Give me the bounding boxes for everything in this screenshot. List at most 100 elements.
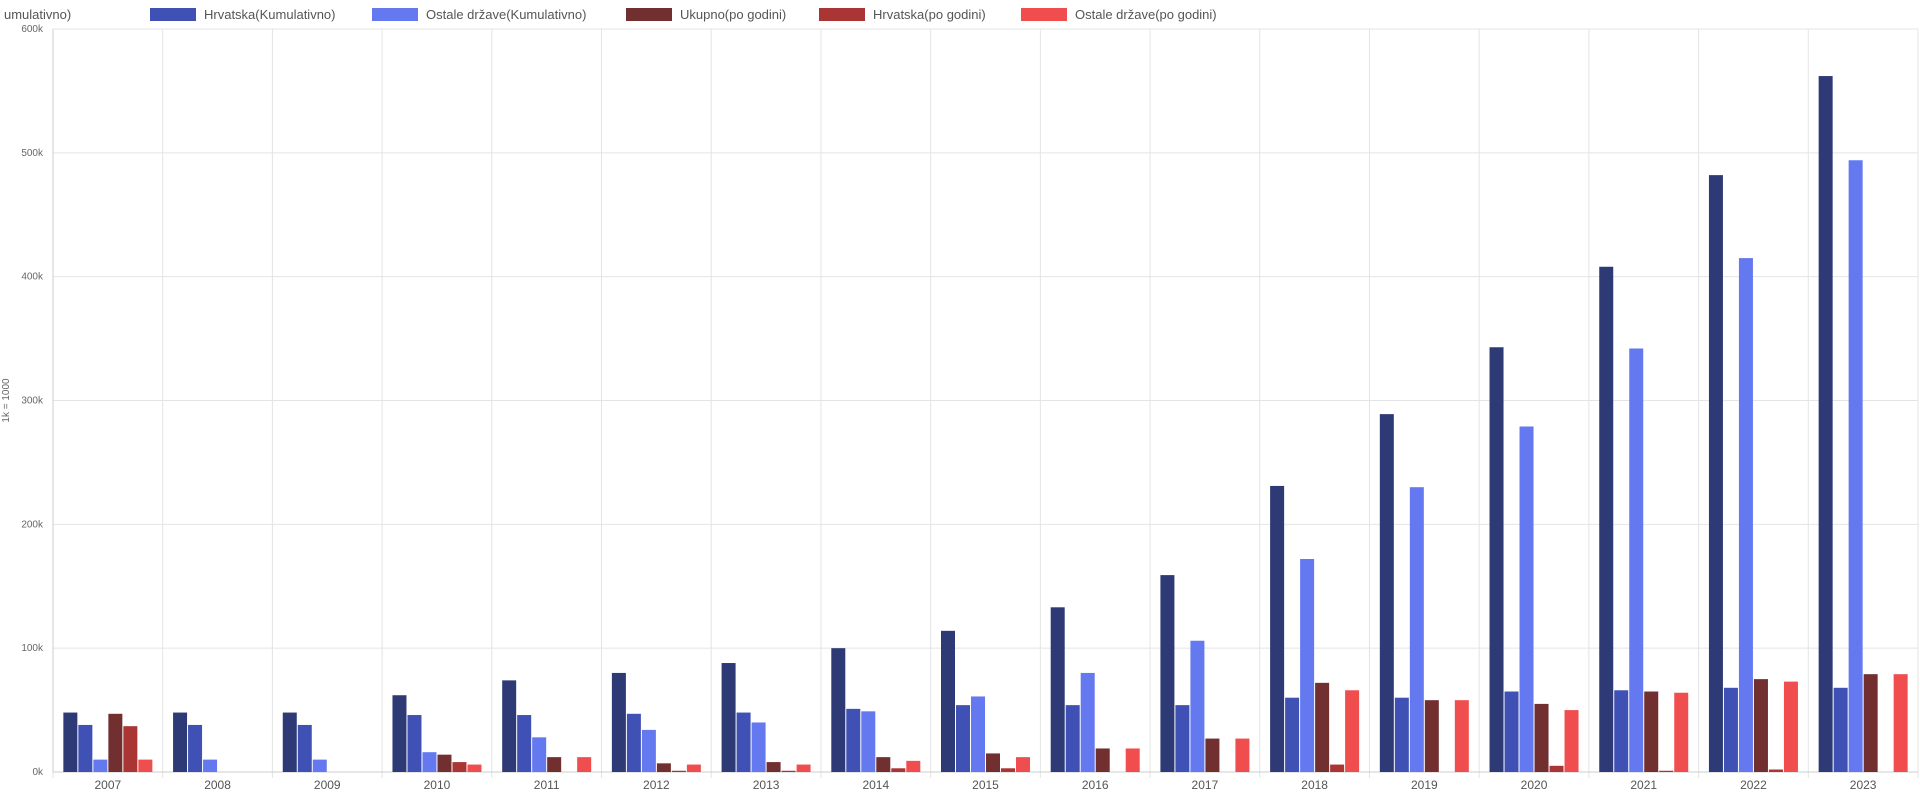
bar[interactable] bbox=[1379, 414, 1394, 772]
bar[interactable] bbox=[1175, 705, 1190, 772]
bar[interactable] bbox=[796, 764, 811, 772]
bar[interactable] bbox=[1549, 765, 1564, 772]
bar[interactable] bbox=[626, 713, 641, 772]
bar[interactable] bbox=[1016, 757, 1030, 772]
legend-item[interactable]: Hrvatska(po godini) bbox=[819, 6, 986, 22]
bar[interactable] bbox=[751, 722, 766, 772]
bar[interactable] bbox=[1065, 705, 1080, 772]
bar[interactable] bbox=[1454, 700, 1469, 772]
bar[interactable] bbox=[1424, 700, 1439, 772]
bar[interactable] bbox=[891, 768, 906, 772]
bar[interactable] bbox=[123, 726, 138, 772]
bar[interactable] bbox=[846, 708, 861, 772]
bar[interactable] bbox=[422, 752, 437, 772]
bar[interactable] bbox=[1768, 769, 1783, 772]
bar[interactable] bbox=[1659, 770, 1674, 772]
bar[interactable] bbox=[781, 770, 796, 772]
bar[interactable] bbox=[297, 724, 312, 772]
bar[interactable] bbox=[1315, 682, 1330, 772]
bar[interactable] bbox=[1564, 710, 1579, 772]
bar[interactable] bbox=[1409, 487, 1424, 772]
bar[interactable] bbox=[188, 724, 203, 772]
bar[interactable] bbox=[282, 712, 297, 772]
y-tick-label: 100k bbox=[21, 643, 44, 654]
bar[interactable] bbox=[1783, 681, 1798, 772]
bar[interactable] bbox=[671, 770, 686, 772]
bar[interactable] bbox=[1753, 679, 1768, 772]
legend-item[interactable]: Ostale države(Kumulativno) bbox=[372, 6, 586, 22]
bar[interactable] bbox=[407, 715, 422, 772]
bar[interactable] bbox=[1160, 575, 1175, 772]
bar[interactable] bbox=[1504, 691, 1519, 772]
bar[interactable] bbox=[861, 711, 876, 772]
bar[interactable] bbox=[1708, 175, 1723, 772]
bar[interactable] bbox=[1095, 748, 1110, 772]
bar[interactable] bbox=[971, 696, 985, 772]
bar[interactable] bbox=[1893, 674, 1908, 772]
bar[interactable] bbox=[93, 759, 108, 772]
bar[interactable] bbox=[1190, 640, 1205, 772]
bar[interactable] bbox=[173, 712, 188, 772]
bar[interactable] bbox=[1833, 687, 1848, 772]
bar[interactable] bbox=[736, 712, 751, 772]
bar[interactable] bbox=[203, 759, 218, 772]
bar[interactable] bbox=[1345, 690, 1360, 772]
bar[interactable] bbox=[1674, 692, 1689, 772]
bar[interactable] bbox=[1270, 485, 1285, 772]
bar[interactable] bbox=[452, 762, 467, 772]
bar[interactable] bbox=[1848, 160, 1863, 773]
x-tick-label: 2007 bbox=[95, 778, 122, 792]
bar[interactable] bbox=[1644, 691, 1659, 772]
legend-item[interactable]: umulativno) bbox=[4, 6, 71, 22]
bar[interactable] bbox=[1125, 748, 1140, 772]
bar[interactable] bbox=[721, 663, 736, 772]
bar[interactable] bbox=[1285, 697, 1300, 772]
bar[interactable] bbox=[138, 759, 153, 772]
bar[interactable] bbox=[686, 764, 701, 772]
bar[interactable] bbox=[467, 764, 482, 772]
bar[interactable] bbox=[108, 713, 123, 772]
bar[interactable] bbox=[502, 680, 517, 772]
bar[interactable] bbox=[1001, 768, 1015, 772]
bar[interactable] bbox=[986, 753, 1000, 772]
bar[interactable] bbox=[1205, 738, 1220, 772]
bar[interactable] bbox=[437, 754, 452, 772]
bar[interactable] bbox=[766, 762, 781, 772]
legend-item[interactable]: Ukupno(po godini) bbox=[626, 6, 786, 22]
bar[interactable] bbox=[1738, 258, 1753, 772]
bar[interactable] bbox=[1863, 674, 1878, 772]
bar[interactable] bbox=[312, 759, 327, 772]
bar[interactable] bbox=[1723, 687, 1738, 772]
bar[interactable] bbox=[1519, 426, 1534, 772]
bar[interactable] bbox=[1818, 76, 1833, 773]
x-tick-label: 2008 bbox=[204, 778, 231, 792]
bar[interactable] bbox=[1050, 607, 1065, 772]
bar[interactable] bbox=[641, 729, 656, 772]
bar[interactable] bbox=[392, 695, 407, 772]
bar[interactable] bbox=[876, 757, 891, 772]
bar[interactable] bbox=[1394, 697, 1409, 772]
bar[interactable] bbox=[956, 705, 970, 772]
bar[interactable] bbox=[1629, 348, 1644, 772]
bar[interactable] bbox=[517, 715, 532, 772]
bar[interactable] bbox=[1235, 738, 1250, 772]
bar[interactable] bbox=[532, 737, 547, 772]
bar[interactable] bbox=[831, 648, 846, 772]
bar[interactable] bbox=[78, 724, 93, 772]
bar[interactable] bbox=[1080, 672, 1095, 772]
bar[interactable] bbox=[906, 760, 921, 772]
bar[interactable] bbox=[1330, 764, 1345, 772]
bar[interactable] bbox=[1614, 690, 1629, 772]
bar[interactable] bbox=[1599, 266, 1614, 772]
bar[interactable] bbox=[547, 757, 562, 772]
bar[interactable] bbox=[577, 757, 592, 772]
legend-item[interactable]: Ostale države(po godini) bbox=[1021, 6, 1217, 22]
bar[interactable] bbox=[63, 712, 78, 772]
bar[interactable] bbox=[611, 672, 626, 772]
legend-item[interactable]: Hrvatska(Kumulativno) bbox=[150, 6, 336, 22]
bar[interactable] bbox=[656, 763, 671, 772]
bar[interactable] bbox=[1489, 347, 1504, 772]
bar[interactable] bbox=[1534, 703, 1549, 772]
bar[interactable] bbox=[1300, 559, 1315, 772]
bar[interactable] bbox=[941, 630, 955, 772]
